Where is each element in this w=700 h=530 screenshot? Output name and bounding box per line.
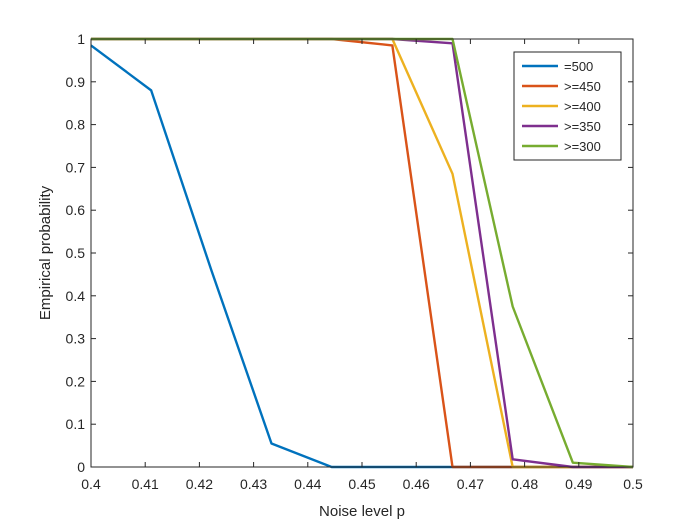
x-tick-label: 0.47 [457, 476, 484, 492]
x-tick-label: 0.46 [403, 476, 430, 492]
x-tick-label: 0.42 [186, 476, 213, 492]
y-tick-label: 0.3 [66, 331, 86, 347]
y-tick-label: 0.8 [66, 117, 86, 133]
x-tick-label: 0.49 [565, 476, 592, 492]
legend-label-4: >=350 [564, 119, 601, 134]
x-tick-label: 0.5 [623, 476, 643, 492]
legend-label-5: >=300 [564, 139, 601, 154]
x-tick-label: 0.44 [294, 476, 321, 492]
y-tick-label: 0.6 [66, 202, 86, 218]
y-tick-label: 0.2 [66, 373, 86, 389]
x-tick-label: 0.48 [511, 476, 538, 492]
y-axis-label: Empirical probability [37, 185, 54, 320]
y-tick-label: 0.9 [66, 74, 86, 90]
x-tick-label: 0.4 [81, 476, 101, 492]
x-tick-label: 0.45 [348, 476, 375, 492]
y-tick-label: 1 [77, 31, 85, 47]
legend-label-2: >=450 [564, 79, 601, 94]
x-tick-label: 0.41 [132, 476, 159, 492]
axis-layer: 0.4 0.41 0.42 0.43 0.44 0.45 0.46 0.47 0.48 0.49 0… [66, 31, 643, 492]
x-tick-label: 0.43 [240, 476, 267, 492]
y-tick-label: 0.5 [66, 245, 86, 261]
legend-label-1: =500 [564, 59, 593, 74]
y-tick-label: 0 [77, 459, 85, 475]
x-axis-label: Noise level p [319, 503, 405, 520]
y-tick-label: 0.1 [66, 416, 86, 432]
y-tick-label: 0.4 [66, 288, 86, 304]
legend-label-3: >=400 [564, 99, 601, 114]
y-tick-label: 0.7 [66, 159, 86, 175]
legend: =500 >=450 >=400 >=350 >=300 [513, 51, 622, 161]
